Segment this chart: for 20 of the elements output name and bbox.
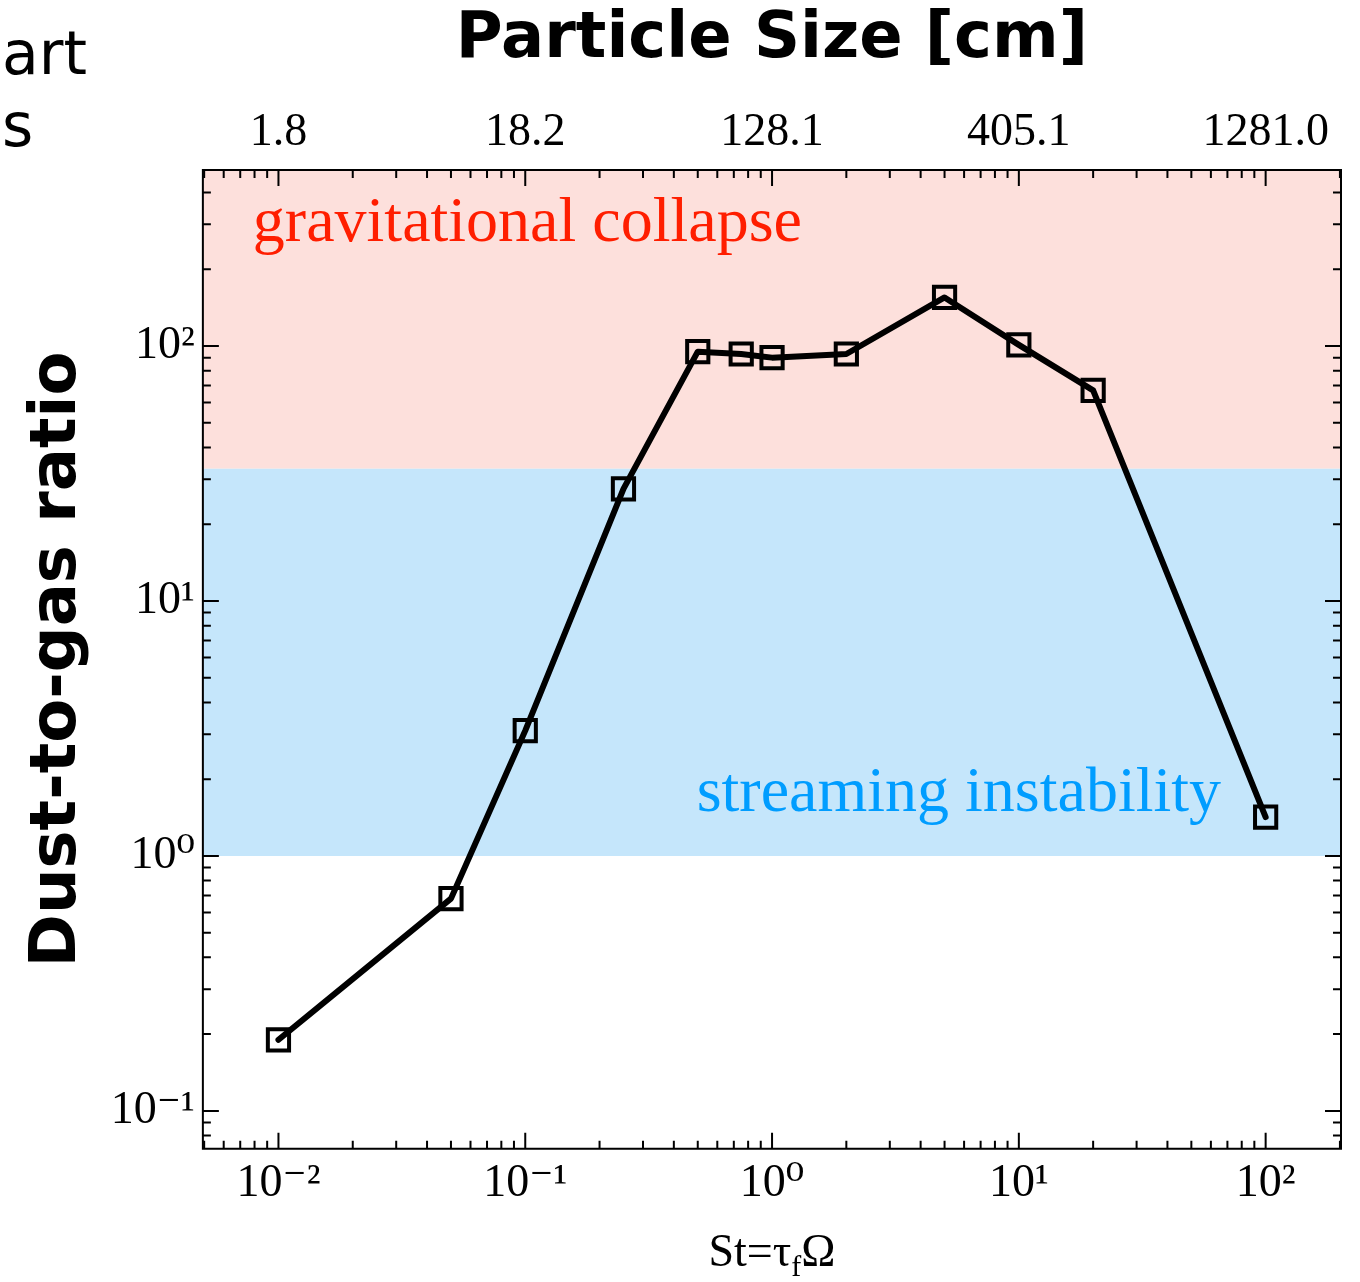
y-tick-label: 10⁻¹ (110, 1081, 195, 1133)
band-label: gravitational collapse (252, 183, 802, 255)
y-axis-title: Dust-to-gas ratio (16, 351, 91, 968)
y-tick-label: 10¹ (135, 572, 195, 624)
x-tick-label: 10⁰ (739, 1155, 805, 1207)
band-label: streaming instability (696, 753, 1221, 825)
text: s (2, 89, 34, 160)
annotation: 18.2 (485, 104, 566, 156)
text: art (2, 17, 87, 88)
y-tick-label: 10² (135, 317, 195, 369)
annotation: 405.1 (967, 104, 1071, 156)
annotation: 1281.0 (1202, 104, 1329, 156)
chart-title: Particle Size [cm] (455, 0, 1088, 72)
y-tick-label: 10⁰ (130, 826, 195, 878)
annotation: 1.8 (249, 104, 308, 156)
x-tick-label: 10⁻¹ (483, 1155, 568, 1207)
annotation: 128.1 (720, 104, 824, 156)
x-tick-label: 10¹ (988, 1155, 1049, 1207)
x-tick-label: 10⁻² (236, 1155, 321, 1207)
x-tick-label: 10² (1235, 1155, 1296, 1207)
